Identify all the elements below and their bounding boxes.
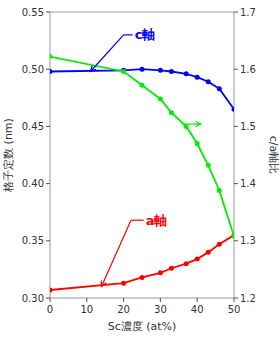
series-line	[50, 69, 234, 109]
y2-tick-label: 1.3	[240, 235, 256, 246]
series-point	[206, 79, 211, 84]
series-point	[158, 96, 163, 101]
series-point	[140, 275, 145, 280]
series-point	[232, 234, 235, 239]
annotation-arrow-head	[90, 66, 96, 72]
x-tick	[197, 298, 198, 302]
plot-frame	[50, 12, 234, 298]
y2-tick	[234, 240, 238, 241]
x-tick	[160, 298, 161, 302]
annotation-arrow	[90, 35, 123, 72]
y-axis-label: 格子定数 (nm)	[2, 118, 15, 193]
chart: 0 10 20 30 40 50 0.30 0.35 0.40 0.45 0.50 0.55 1.2 1.…	[0, 0, 280, 340]
x-tick-label: 30	[154, 304, 167, 315]
series-point	[184, 71, 189, 76]
annotation-arrow	[102, 220, 131, 286]
y-tick	[46, 183, 50, 184]
annotation-arrow-head	[101, 281, 106, 287]
series-point	[217, 86, 222, 91]
series-point	[140, 67, 145, 72]
x-tick-label: 50	[228, 304, 241, 315]
x-tick	[86, 298, 87, 302]
y-tick-label: 0.55	[22, 7, 44, 18]
y-tick	[46, 298, 50, 299]
series-point	[169, 69, 174, 74]
y2-tick-label: 1.6	[240, 64, 256, 75]
annotation-text: a軸	[146, 213, 168, 228]
series-point	[121, 281, 126, 286]
x-tick-label: 20	[117, 304, 130, 315]
series-point	[169, 110, 174, 115]
y2-tick-label: 1.4	[240, 178, 256, 189]
y-tick-label: 0.35	[22, 235, 44, 246]
y2-tick	[234, 183, 238, 184]
y-tick	[46, 12, 50, 13]
y2-tick	[234, 298, 238, 299]
series-point	[158, 68, 163, 73]
x-tick-label: 0	[47, 304, 53, 315]
y-tick	[46, 240, 50, 241]
y2-tick-label: 1.2	[240, 293, 256, 304]
series-point	[232, 107, 235, 112]
annotation-connector	[131, 220, 144, 221]
y-tick-label: 0.30	[22, 293, 44, 304]
y2-tick	[234, 12, 238, 13]
y-tick-label: 0.50	[22, 64, 44, 75]
annotation-text: c軸	[135, 27, 156, 42]
annotation-arrow-head	[195, 122, 200, 127]
plot-area	[50, 54, 234, 292]
series-line	[50, 235, 234, 290]
series-point	[50, 69, 53, 74]
x-tick-label: 10	[80, 304, 93, 315]
annotation-connector	[124, 34, 133, 35]
x-tick	[50, 298, 51, 302]
series-point	[169, 266, 174, 271]
series-point	[158, 270, 163, 275]
y2-tick-label: 1.5	[240, 121, 256, 132]
y-tick	[46, 69, 50, 70]
series-line	[50, 57, 234, 237]
x-tick-label: 40	[191, 304, 204, 315]
series-point	[184, 261, 189, 266]
series-point	[121, 69, 126, 74]
series-point	[195, 257, 200, 262]
y2-tick	[234, 126, 238, 127]
y2-tick-label: 1.7	[240, 7, 256, 18]
y-tick-label: 0.40	[22, 178, 44, 189]
series-point	[50, 54, 53, 59]
series-point	[50, 287, 53, 292]
y-tick-label: 0.45	[22, 121, 44, 132]
series-point	[206, 250, 211, 255]
series-point	[195, 141, 200, 146]
series-point	[217, 242, 222, 247]
y-tick	[46, 126, 50, 127]
y2-tick	[234, 69, 238, 70]
annotation-arrow	[182, 124, 200, 125]
x-tick	[234, 298, 235, 302]
series-point	[195, 75, 200, 80]
series-point	[206, 163, 211, 168]
x-tick	[123, 298, 124, 302]
series-point	[140, 83, 145, 88]
x-axis-label: Sc濃度 (at%)	[108, 320, 177, 333]
series-point	[217, 188, 222, 193]
y2-axis-label: c/a軸比	[267, 136, 280, 175]
